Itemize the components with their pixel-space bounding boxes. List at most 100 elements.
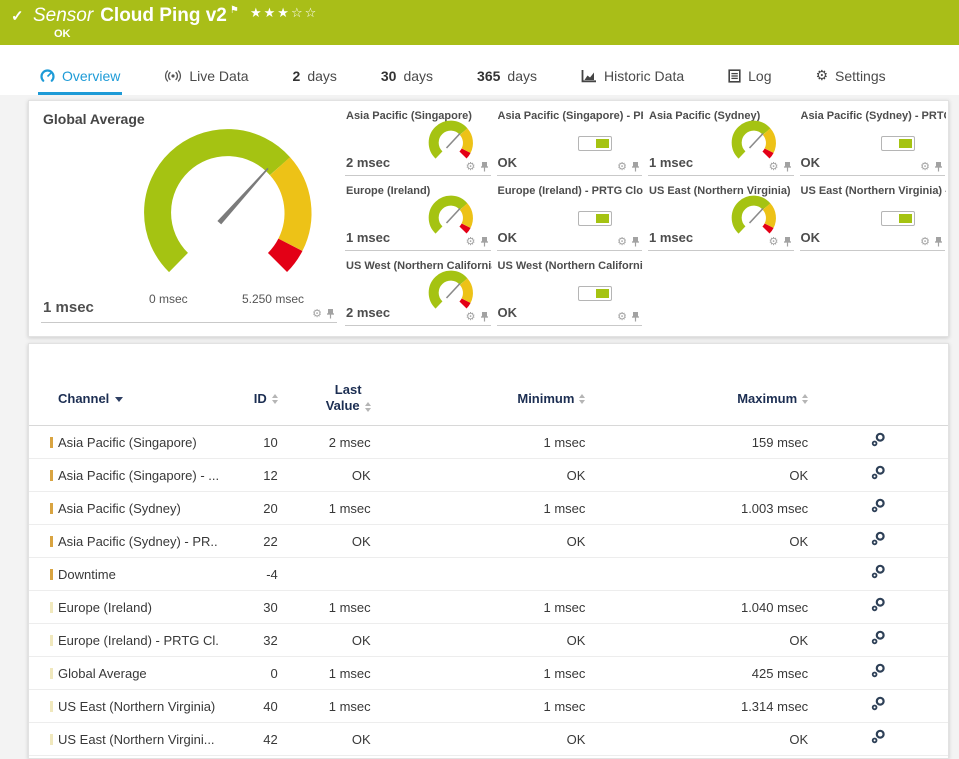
panel-value: OK [497, 305, 518, 320]
tab-2-days[interactable]: 2 days [291, 60, 339, 95]
panel-title: Asia Pacific (Sydney) - PRTG ... [800, 110, 947, 122]
channel-id: 30 [263, 599, 278, 615]
tab-30-days[interactable]: 30 days [379, 60, 435, 95]
channel-settings-gears-icon[interactable] [871, 663, 886, 678]
tab-live-data[interactable]: Live Data [162, 60, 250, 95]
sensor-title-line: Sensor Cloud Ping v2 ⚑ [33, 5, 239, 27]
tab-log[interactable]: Log [726, 60, 773, 95]
pin-icon[interactable] [783, 161, 792, 172]
tab-365-days[interactable]: 365 days [475, 60, 539, 95]
minimum-value: 1 msec [543, 599, 586, 615]
panel-asia-pacific-singapore-prtg[interactable]: Asia Pacific (Singapore) - PR... OK ⚙ [496, 109, 643, 176]
pin-icon[interactable] [480, 161, 489, 172]
panel-us-east-virginia[interactable]: US East (Northern Virginia) 1 msec ⚙ [648, 184, 794, 251]
column-label: Channel [58, 390, 110, 406]
panel-value: 2 msec [346, 305, 391, 320]
channel-settings-gears-icon[interactable] [871, 630, 886, 645]
flag-icon[interactable]: ⚑ [229, 5, 239, 16]
gear-icon[interactable]: ⚙ [768, 160, 779, 173]
sort-toggle-icon [364, 401, 371, 412]
gear-icon[interactable]: ⚙ [768, 235, 779, 248]
channel-color-tick [50, 635, 53, 646]
channel-name: Downtime [58, 566, 116, 582]
gear-icon[interactable]: ⚙ [617, 160, 627, 173]
sensor-name: Cloud Ping v2 [100, 5, 227, 26]
status-toggle-indicator [881, 211, 915, 226]
column-header-id[interactable]: ID [218, 391, 278, 406]
table-row[interactable]: Europe (Ireland) - PRTG Cl... 32 OK OK O… [29, 624, 948, 657]
table-row[interactable]: Global Average 0 1 msec 1 msec 425 msec [29, 657, 948, 690]
table-row[interactable]: Europe (Ireland) 30 1 msec 1 msec 1.040 … [29, 591, 948, 624]
gear-icon[interactable]: ⚙ [465, 235, 476, 248]
panel-us-east-virginia-prtg[interactable]: US East (Northern Virginia) - ... OK ⚙ [799, 184, 947, 251]
channel-settings-gears-icon[interactable] [871, 531, 886, 546]
table-row[interactable]: Asia Pacific (Sydney) - PR... 22 OK OK O… [29, 525, 948, 558]
channel-settings-gears-icon[interactable] [871, 465, 886, 480]
channel-settings-gears-icon[interactable] [871, 498, 886, 513]
channel-id: -4 [266, 566, 278, 582]
pin-icon[interactable] [783, 236, 792, 247]
panel-asia-pacific-sydney-prtg[interactable]: Asia Pacific (Sydney) - PRTG ... OK ⚙ [799, 109, 947, 176]
tab-label: Overview [62, 68, 121, 84]
panel-value: OK [800, 230, 821, 245]
column-label: Last [334, 382, 362, 397]
priority-stars[interactable]: ★★★☆☆ [250, 6, 319, 21]
panel-asia-pacific-sydney[interactable]: Asia Pacific (Sydney) 1 msec ⚙ [648, 109, 794, 176]
pin-icon[interactable] [934, 236, 943, 247]
tab-overview[interactable]: Overview [38, 60, 123, 95]
tab-label: Log [748, 68, 772, 84]
channel-settings-gears-icon[interactable] [871, 432, 886, 447]
channel-color-tick [50, 734, 53, 745]
pin-icon[interactable] [631, 161, 640, 172]
panel-asia-pacific-singapore[interactable]: Asia Pacific (Singapore) 2 msec ⚙ [345, 109, 491, 176]
column-header-last-value[interactable]: Last Value [278, 382, 371, 415]
panel-title: Europe (Ireland) [346, 185, 431, 197]
gear-icon[interactable]: ⚙ [465, 160, 476, 173]
tab-settings[interactable]: ⚙ Settings [813, 60, 887, 95]
gear-icon[interactable]: ⚙ [920, 160, 930, 173]
pin-icon[interactable] [480, 311, 489, 322]
table-header: Channel ID Last Value Minimum Maximum [29, 344, 948, 426]
table-row[interactable]: US East (Northern Virginia) 40 1 msec 1 … [29, 690, 948, 723]
channel-settings-gears-icon[interactable] [871, 696, 886, 711]
table-row[interactable]: Asia Pacific (Sydney) 20 1 msec 1 msec 1… [29, 492, 948, 525]
mini-gauge [428, 120, 473, 159]
channel-color-tick [50, 536, 53, 547]
gear-icon[interactable]: ⚙ [617, 235, 627, 248]
pin-icon[interactable] [631, 311, 640, 322]
panel-europe-ireland-prtg[interactable]: Europe (Ireland) - PRTG Cloud... OK ⚙ [496, 184, 643, 251]
column-header-maximum[interactable]: Maximum [585, 391, 809, 406]
channel-table-card: Channel ID Last Value Minimum Maximum As… [28, 343, 949, 759]
pin-icon[interactable] [326, 308, 335, 319]
pin-icon[interactable] [480, 236, 489, 247]
gear-icon[interactable]: ⚙ [617, 310, 627, 323]
channel-color-tick [50, 668, 53, 679]
table-row[interactable]: Downtime -4 [29, 558, 948, 591]
last-value: OK [351, 731, 371, 747]
panel-us-west-california[interactable]: US West (Northern California) 2 msec ⚙ [345, 259, 492, 326]
column-header-channel[interactable]: Channel [58, 391, 218, 406]
last-value: 1 msec [328, 500, 371, 516]
table-row[interactable]: Asia Pacific (Singapore) 10 2 msec 1 mse… [29, 426, 948, 459]
gauge-needle [217, 167, 269, 225]
table-row[interactable]: US East (Northern Virgini... 42 OK OK OK [29, 723, 948, 756]
table-row[interactable]: Asia Pacific (Singapore) - ... 12 OK OK … [29, 459, 948, 492]
panel-us-west-california-prtg[interactable]: US West (Northern California)... OK ⚙ [496, 259, 643, 326]
gear-icon[interactable]: ⚙ [312, 307, 322, 320]
panel-title: Global Average [43, 111, 145, 127]
panel-global-average[interactable]: Global Average 0 msec 5.250 msec 1 msec … [41, 109, 337, 323]
panel-europe-ireland[interactable]: Europe (Ireland) 1 msec ⚙ [345, 184, 491, 251]
column-header-minimum[interactable]: Minimum [371, 391, 586, 406]
channel-settings-gears-icon[interactable] [871, 729, 886, 744]
gear-icon[interactable]: ⚙ [920, 235, 930, 248]
tab-historic-data[interactable]: Historic Data [579, 60, 686, 95]
channel-settings-gears-icon[interactable] [871, 597, 886, 612]
channel-settings-gears-icon[interactable] [871, 564, 886, 579]
channel-id: 20 [263, 500, 278, 516]
tab-bar: Overview Live Data 2 days 30 days 365 da… [0, 45, 959, 95]
pin-icon[interactable] [934, 161, 943, 172]
minimum-value: 1 msec [543, 665, 586, 681]
gear-icon[interactable]: ⚙ [465, 310, 476, 323]
panel-title: US East (Northern Virginia) - ... [800, 185, 947, 197]
pin-icon[interactable] [631, 236, 640, 247]
